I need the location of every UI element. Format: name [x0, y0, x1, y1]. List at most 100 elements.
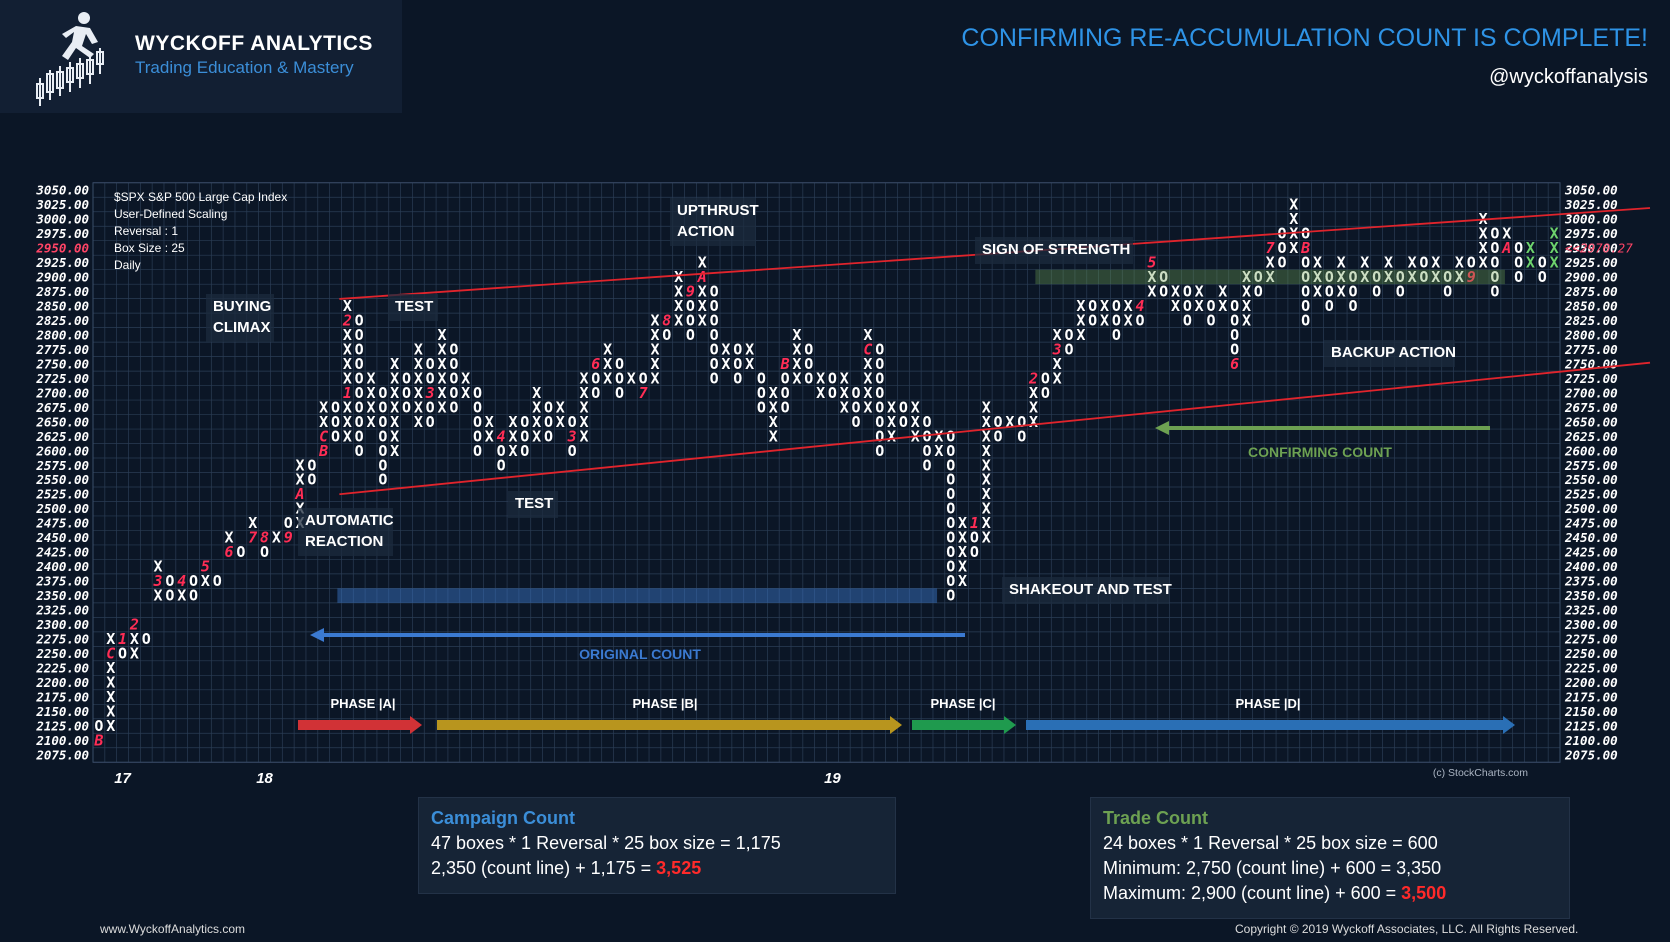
o-mark: O [378, 413, 387, 431]
o-mark: O [804, 355, 813, 373]
brand-name: WYCKOFF ANALYTICS [135, 32, 373, 55]
o-mark: O [1088, 311, 1097, 329]
y-tick-label-right: 2600.00 [1564, 443, 1618, 458]
y-tick-label-right: 2300.00 [1564, 617, 1618, 632]
x-mark: X [982, 456, 991, 474]
month-marker: 7 [639, 384, 648, 402]
o-mark: O [639, 369, 648, 387]
x-mark: X [863, 369, 872, 387]
x-mark: X [106, 659, 115, 677]
o-mark: O [1467, 253, 1476, 271]
label-sign-of-strength-bg [975, 237, 1133, 264]
x-mark: X [1100, 311, 1109, 329]
label-shakeout: SHAKEOUT AND TEST [1002, 577, 1172, 604]
y-tick-label-right: 2375.00 [1564, 574, 1618, 589]
phase-c-arrow-head [1004, 716, 1016, 734]
x-mark: X [650, 369, 659, 387]
x-mark: X [579, 427, 588, 445]
o-mark: O [473, 398, 482, 416]
y-tick-label-right: 2500.00 [1564, 501, 1618, 516]
month-marker: 9 [284, 529, 293, 547]
x-mark: X [1005, 413, 1014, 431]
x-mark: X [674, 297, 683, 315]
x-mark: X [437, 326, 446, 344]
label-upthrust: UPTHRUST ACTION [670, 198, 759, 246]
x-mark: X [603, 369, 612, 387]
x-mark: X [1502, 224, 1511, 242]
o-mark: O [378, 384, 387, 402]
x-mark: X [390, 384, 399, 402]
o-mark: O [591, 384, 600, 402]
label-automatic-reaction-text: REACTION [305, 533, 383, 550]
o-mark: O [923, 413, 932, 431]
o-mark: O [378, 398, 387, 416]
o-mark: O [1112, 326, 1121, 344]
o-mark: O [568, 413, 577, 431]
y-tick-label-right: 2175.00 [1564, 690, 1618, 705]
o-mark: O [710, 340, 719, 358]
pnf-marks: BOXXXXXCXO1XX2OX3XOOX4OOX5O6XO7XO8X9OXXA… [93, 195, 1558, 749]
y-tick-label-right: 2875.00 [1564, 284, 1618, 299]
y-tick-label-left: 2450.00 [35, 530, 89, 545]
month-marker: A [697, 268, 707, 286]
phase-label: PHASE |B| [632, 696, 697, 711]
x-mark: X [1076, 297, 1085, 315]
o-mark: O [142, 630, 151, 648]
x-mark: X [958, 529, 967, 547]
o-mark: O [1301, 268, 1310, 286]
o-mark: O [1230, 297, 1239, 315]
o-mark: O [568, 442, 577, 460]
y-tick-label-right: 2450.00 [1564, 530, 1618, 545]
o-mark: O [1372, 268, 1381, 286]
website-link[interactable]: www.WyckoffAnalytics.com [100, 922, 246, 936]
x-mark: X [1029, 398, 1038, 416]
y-tick-label-left: 2425.00 [35, 545, 89, 560]
x-mark: X [106, 703, 115, 721]
x-mark: X [1431, 253, 1440, 271]
x-mark: X [982, 398, 991, 416]
y-tick-label-left: 2350.00 [35, 588, 89, 603]
o-mark: O [165, 587, 174, 605]
x-mark: X [982, 514, 991, 532]
x-mark: X [1195, 282, 1204, 300]
o-mark: O [1419, 268, 1428, 286]
y-tick-label-left: 2725.00 [35, 371, 89, 386]
o-mark: O [1277, 239, 1286, 257]
label-test-1: TEST [388, 294, 438, 321]
o-mark: O [1396, 268, 1405, 286]
o-mark: O [686, 311, 695, 329]
x-mark: X [650, 311, 659, 329]
o-mark: O [355, 413, 364, 431]
x-mark: X [603, 340, 612, 358]
x-mark: X [1455, 268, 1464, 286]
o-mark: O [662, 326, 671, 344]
o-mark: O [946, 485, 955, 503]
y-tick-label-right: 2325.00 [1564, 603, 1618, 618]
o-mark: O [1183, 311, 1192, 329]
x-mark: X [1147, 268, 1156, 286]
y-tick-label-left: 2900.00 [35, 269, 89, 284]
o-mark: O [591, 369, 600, 387]
o-mark: O [804, 340, 813, 358]
x-mark: X [1550, 253, 1559, 271]
month-marker: B [780, 355, 790, 373]
month-marker: 7 [1266, 239, 1275, 257]
o-mark: O [355, 369, 364, 387]
x-mark: X [1076, 311, 1085, 329]
x-mark: X [1218, 297, 1227, 315]
o-mark: O [473, 384, 482, 402]
o-mark: O [710, 311, 719, 329]
o-mark: O [497, 456, 506, 474]
x-mark: X [130, 630, 139, 648]
y-tick-label-right: 2075.00 [1564, 748, 1618, 763]
o-mark: O [426, 369, 435, 387]
x-mark: X [106, 674, 115, 692]
y-tick-label-right: 2200.00 [1564, 675, 1618, 690]
o-mark: O [852, 413, 861, 431]
x-mark: X [1289, 239, 1298, 257]
label-automatic-reaction-text: AUTOMATIC [305, 512, 394, 529]
x-mark: X [674, 268, 683, 286]
x-mark: X [461, 384, 470, 402]
o-mark: O [1396, 282, 1405, 300]
label-original-count: ORIGINAL COUNT [579, 646, 701, 662]
